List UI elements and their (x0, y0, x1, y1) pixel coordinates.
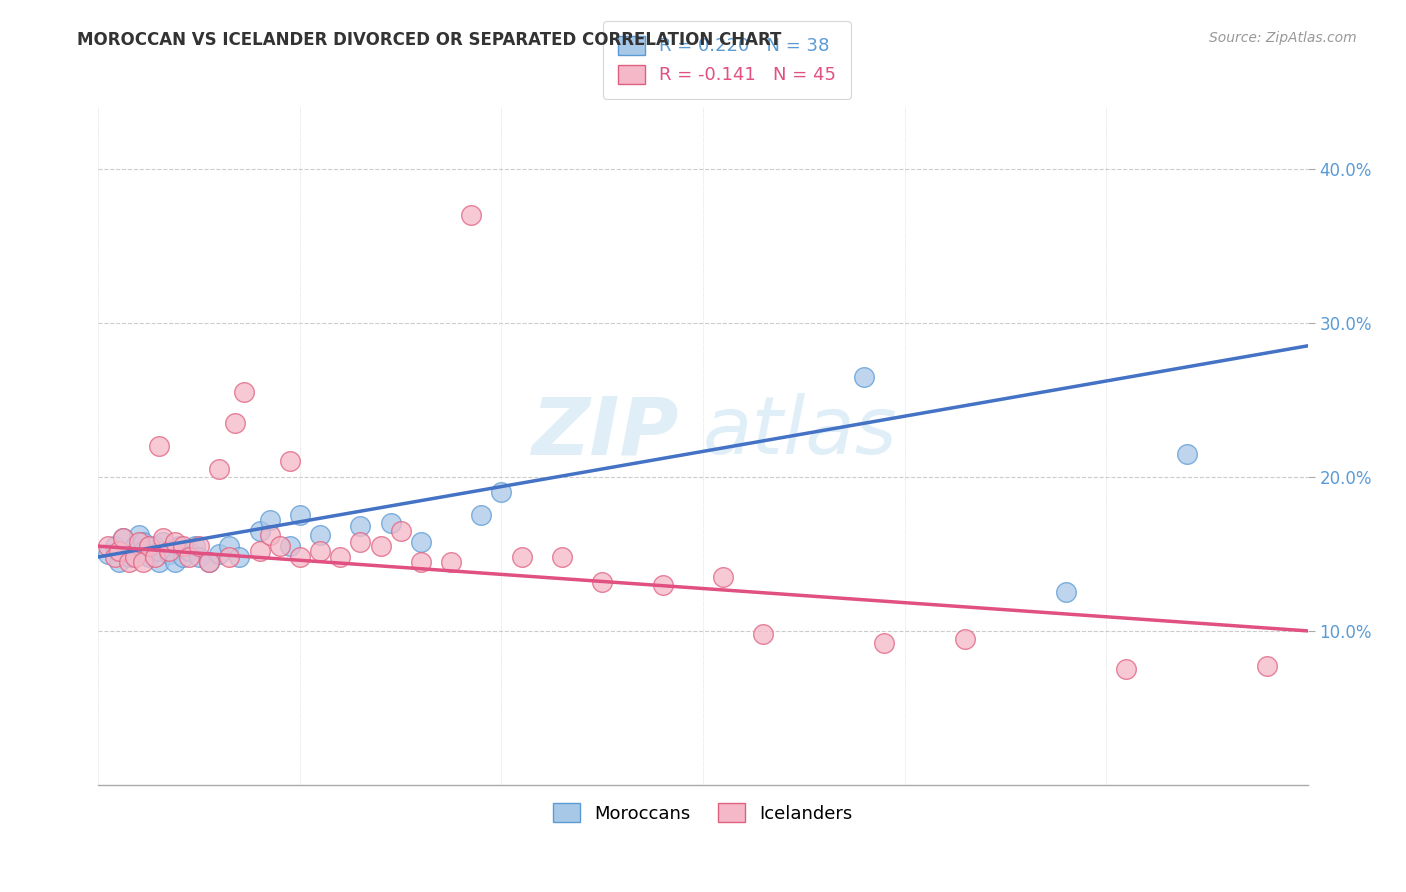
Point (107, 555, 129, 569)
Point (1054, 585, 1077, 599)
Point (853, 369, 876, 384)
Point (132, 534, 155, 549)
Point (249, 524, 271, 538)
Point (651, 577, 673, 591)
Point (143, 549, 166, 564)
Text: ZIP: ZIP (531, 393, 679, 472)
Point (103, 549, 125, 564)
Point (551, 549, 574, 564)
Point (249, 543, 271, 558)
Point (409, 555, 432, 569)
Point (1256, 659, 1278, 673)
Point (132, 543, 155, 558)
Point (349, 534, 371, 549)
Point (107, 543, 129, 558)
Point (873, 636, 896, 650)
Point (167, 539, 190, 553)
Point (198, 555, 221, 569)
Text: Source: ZipAtlas.com: Source: ZipAtlas.com (1209, 31, 1357, 45)
Point (269, 539, 291, 553)
Point (510, 549, 533, 564)
Point (118, 549, 141, 564)
Legend: Moroccans, Icelanders: Moroccans, Icelanders (538, 789, 868, 837)
Point (259, 513, 281, 527)
Point (380, 516, 402, 530)
Point (752, 627, 775, 641)
Point (370, 539, 392, 553)
Point (124, 549, 146, 564)
Point (218, 549, 240, 564)
Point (591, 574, 613, 589)
Point (188, 549, 211, 564)
Point (329, 549, 352, 564)
Point (218, 539, 240, 553)
Point (143, 539, 166, 553)
Point (132, 555, 155, 569)
Point (179, 549, 201, 564)
Point (409, 534, 432, 549)
Point (138, 549, 160, 564)
Point (288, 549, 311, 564)
Point (228, 549, 250, 564)
Point (389, 524, 412, 538)
Point (163, 534, 186, 549)
Point (152, 532, 174, 546)
Point (309, 528, 332, 542)
Point (138, 539, 160, 553)
Point (111, 532, 134, 546)
Point (232, 385, 254, 400)
Y-axis label: Divorced or Separated: Divorced or Separated (0, 359, 7, 533)
Point (460, 208, 482, 222)
Point (97, 539, 120, 553)
Point (288, 508, 311, 523)
Point (259, 528, 281, 542)
Point (278, 454, 301, 468)
Point (97, 547, 120, 561)
Point (118, 555, 141, 569)
Point (349, 519, 371, 533)
Point (224, 416, 246, 430)
Point (309, 543, 332, 558)
Point (152, 534, 174, 549)
Point (953, 632, 976, 646)
Text: MOROCCAN VS ICELANDER DIVORCED OR SEPARATED CORRELATION CHART: MOROCCAN VS ICELANDER DIVORCED OR SEPARA… (77, 31, 782, 49)
Point (711, 570, 734, 584)
Point (128, 534, 150, 549)
Point (111, 532, 134, 546)
Point (157, 543, 180, 558)
Point (1115, 662, 1137, 676)
Point (491, 485, 513, 500)
Point (103, 539, 125, 553)
Point (148, 555, 170, 569)
Point (148, 439, 170, 453)
Point (208, 462, 231, 476)
Point (148, 543, 170, 558)
Text: atlas: atlas (703, 393, 898, 472)
Point (124, 539, 146, 553)
Point (184, 539, 207, 553)
Point (172, 539, 194, 553)
Point (157, 547, 180, 561)
Point (440, 555, 463, 569)
Point (1175, 447, 1198, 461)
Point (188, 539, 211, 553)
Point (470, 508, 492, 523)
Point (278, 539, 301, 553)
Point (198, 555, 221, 569)
Point (208, 547, 231, 561)
Point (179, 543, 201, 558)
Point (172, 549, 194, 564)
Point (128, 528, 150, 542)
Point (163, 555, 186, 569)
